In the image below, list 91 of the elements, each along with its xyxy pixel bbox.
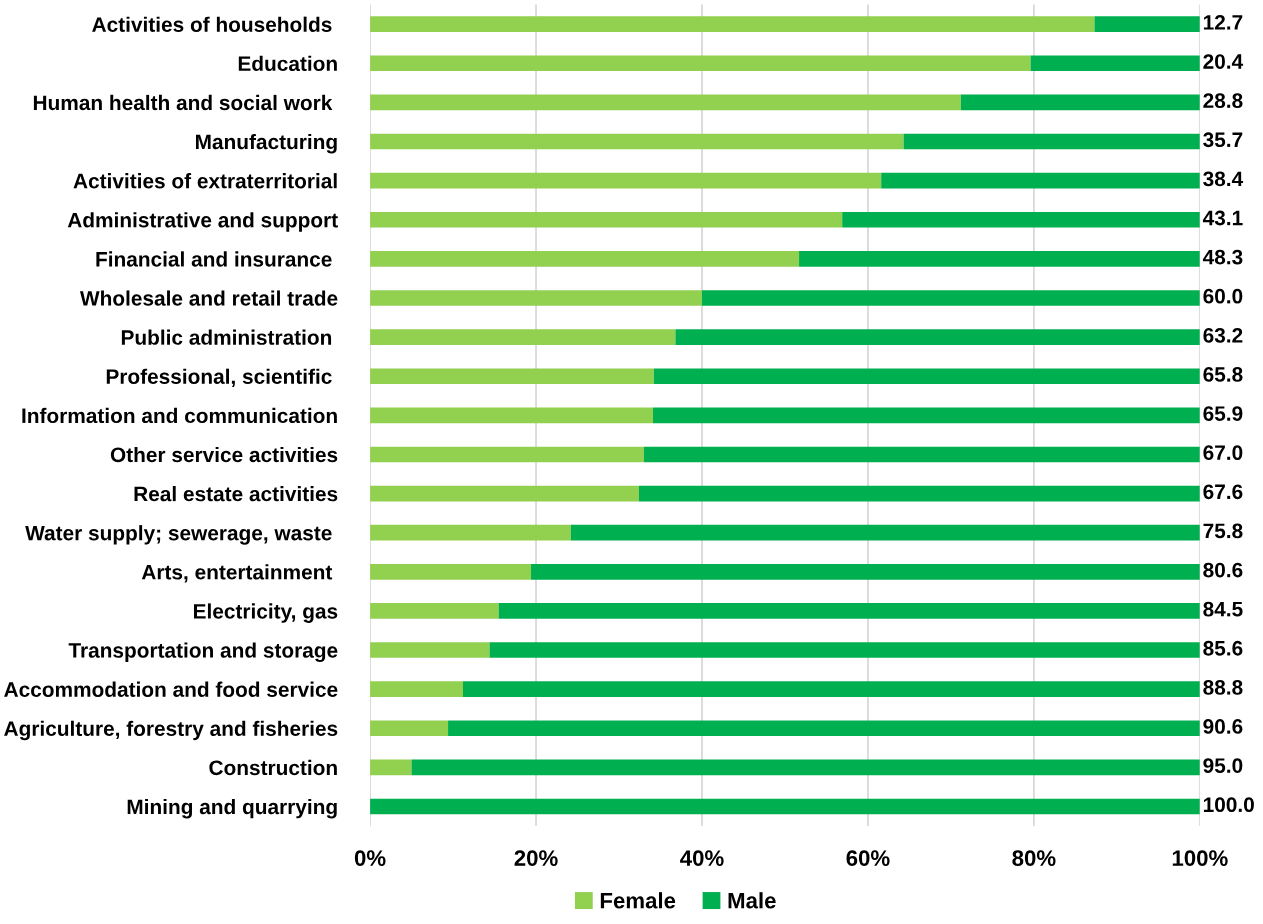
data-label: 60.0 bbox=[1203, 288, 1243, 304]
bar bbox=[1094, 16, 1200, 32]
bar bbox=[370, 94, 961, 111]
bar bbox=[370, 407, 654, 424]
data-label: 80.6 bbox=[1203, 562, 1243, 578]
bar bbox=[498, 603, 1200, 619]
bar bbox=[1030, 55, 1200, 72]
data-label: 65.9 bbox=[1203, 406, 1243, 421]
y-tick-label: Administrative and support bbox=[67, 212, 338, 232]
x-tick-label: 0% bbox=[354, 850, 386, 866]
data-label: 35.7 bbox=[1203, 132, 1243, 148]
y-tick-label: Professional, scientific bbox=[106, 368, 332, 387]
data-label: 63.2 bbox=[1203, 327, 1243, 343]
bar bbox=[370, 55, 1031, 72]
bar bbox=[370, 329, 676, 345]
data-label: 100.0 bbox=[1203, 797, 1254, 813]
bar bbox=[799, 251, 1200, 267]
bar bbox=[411, 759, 1200, 776]
bar bbox=[531, 563, 1200, 580]
y-tick-label: Construction bbox=[209, 759, 337, 776]
bar bbox=[370, 211, 843, 228]
y-tick-label: Agriculture, forestry and fisheries bbox=[4, 720, 338, 741]
bar bbox=[370, 16, 1095, 32]
data-label: 88.8 bbox=[1203, 679, 1243, 695]
y-tick-label: Activities of extraterritorial bbox=[73, 173, 337, 189]
legend-label: Male bbox=[728, 892, 776, 909]
data-label: 67.6 bbox=[1203, 484, 1243, 500]
y-tick-label: Electricity, gas bbox=[193, 603, 338, 623]
x-tick-label: 80% bbox=[1012, 850, 1056, 866]
y-tick-label: Wholesale and retail trade bbox=[79, 290, 338, 306]
y-tick-label: Financial and insurance bbox=[96, 251, 332, 267]
bar bbox=[489, 642, 1200, 658]
data-label: 65.8 bbox=[1203, 367, 1243, 382]
bar bbox=[448, 720, 1200, 737]
data-label: 90.6 bbox=[1203, 719, 1243, 734]
y-tick-label: Accommodation and food service bbox=[4, 681, 338, 697]
x-tick-label: 60% bbox=[846, 850, 890, 866]
y-tick-label: Human health and social work bbox=[33, 94, 333, 111]
y-tick-label: Mining and quarrying bbox=[127, 798, 337, 819]
data-label: 75.8 bbox=[1203, 523, 1243, 539]
y-tick-label: Arts, entertainment bbox=[141, 564, 333, 583]
bar bbox=[653, 368, 1200, 385]
bar bbox=[370, 563, 532, 580]
y-tick-label: Transportation and storage bbox=[68, 642, 338, 662]
bar bbox=[370, 368, 654, 385]
bar bbox=[960, 94, 1200, 111]
bar bbox=[643, 446, 1200, 463]
bar bbox=[903, 133, 1200, 150]
bar bbox=[463, 681, 1200, 697]
bar bbox=[370, 720, 449, 737]
data-label: 43.1 bbox=[1202, 210, 1243, 226]
x-tick-label: 20% bbox=[514, 850, 558, 866]
data-label: 12.7 bbox=[1203, 15, 1243, 30]
bar bbox=[370, 133, 904, 150]
y-tick-label: Real estate activities bbox=[134, 486, 338, 502]
bar bbox=[653, 407, 1200, 424]
y-tick-label: Other service activities bbox=[110, 446, 338, 463]
data-label: 28.8 bbox=[1203, 93, 1243, 108]
y-tick-label: Activities of households bbox=[92, 16, 332, 32]
bar bbox=[881, 172, 1200, 189]
y-tick-label: Water supply; sewerage, waste bbox=[25, 525, 332, 545]
bar bbox=[370, 798, 1200, 815]
data-label: 67.0 bbox=[1203, 445, 1243, 461]
bar bbox=[370, 759, 412, 776]
bar bbox=[370, 172, 882, 189]
bar bbox=[701, 290, 1200, 306]
bar bbox=[370, 251, 800, 267]
data-label: 48.3 bbox=[1202, 249, 1243, 265]
y-tick-label: Public administration bbox=[121, 329, 332, 345]
bar bbox=[370, 603, 499, 619]
data-label: 85.6 bbox=[1203, 640, 1243, 656]
x-tick-label: 40% bbox=[680, 850, 724, 866]
x-tick-label: 100% bbox=[1172, 850, 1228, 866]
bar bbox=[638, 485, 1200, 502]
bar bbox=[675, 329, 1200, 345]
y-tick-label: Education bbox=[238, 55, 337, 72]
data-label: 84.5 bbox=[1203, 601, 1243, 617]
legend-label: Female bbox=[600, 892, 676, 909]
bar bbox=[370, 642, 490, 658]
data-label: 95.0 bbox=[1203, 758, 1243, 773]
bar bbox=[842, 211, 1200, 228]
bar bbox=[370, 290, 702, 306]
bar bbox=[570, 524, 1200, 541]
y-tick-label: Manufacturing bbox=[196, 133, 337, 154]
y-tick-label: Information and communication bbox=[22, 407, 337, 424]
bar bbox=[370, 485, 639, 502]
bar bbox=[370, 446, 644, 463]
data-label: 38.4 bbox=[1203, 171, 1244, 187]
bar bbox=[370, 524, 571, 541]
data-label: 20.4 bbox=[1203, 54, 1244, 69]
bar bbox=[370, 681, 463, 697]
